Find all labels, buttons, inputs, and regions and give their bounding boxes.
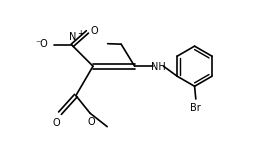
Text: N: N bbox=[69, 33, 76, 42]
Text: O: O bbox=[87, 117, 95, 127]
Text: ⁻O: ⁻O bbox=[35, 39, 48, 49]
Text: O: O bbox=[91, 26, 98, 36]
Text: +: + bbox=[78, 29, 84, 38]
Text: Br: Br bbox=[190, 103, 201, 113]
Text: O: O bbox=[53, 118, 60, 128]
Text: NH: NH bbox=[151, 62, 166, 72]
